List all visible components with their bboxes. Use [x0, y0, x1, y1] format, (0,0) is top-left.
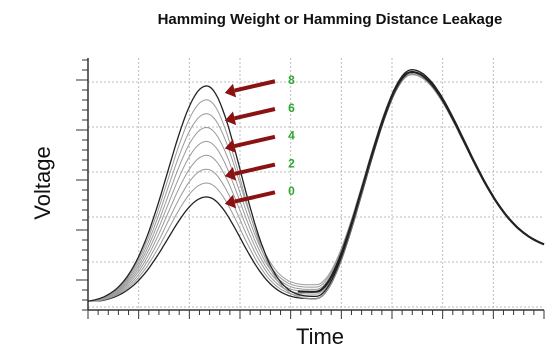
axes [87, 58, 544, 311]
trace-line [88, 69, 545, 302]
annotation-label: 6 [288, 101, 295, 115]
traces [87, 69, 545, 302]
annotation-arrow-head [224, 139, 237, 153]
annotation-arrow-head [224, 167, 237, 181]
trace-line [88, 71, 545, 302]
annotation-arrow-shaft [234, 190, 276, 204]
chart-title: Hamming Weight or Hamming Distance Leaka… [158, 11, 503, 28]
annotation-label: 0 [288, 184, 295, 198]
trace-line [88, 73, 545, 302]
annotation-arrow-head [224, 111, 237, 126]
annotation-arrow-shaft [234, 79, 276, 93]
annotation-label: 4 [288, 129, 295, 143]
annotation-arrow-shaft [234, 134, 276, 149]
main-trace-line [297, 70, 545, 293]
trace-line [88, 69, 545, 302]
annotation-label: 2 [288, 156, 295, 170]
annotation-arrow-shaft [234, 162, 276, 176]
annotation-arrow-shaft [234, 107, 276, 121]
trace-line [87, 69, 545, 302]
trace-line [88, 71, 545, 302]
annotations: 8 6 4 2 0 [224, 73, 295, 209]
trace-line [88, 71, 545, 302]
trace-line [88, 73, 545, 302]
x-axis-label: Time [296, 324, 344, 349]
annotation-label: 8 [288, 73, 295, 87]
trace-line [88, 73, 545, 302]
ticks [76, 59, 545, 319]
grid [88, 58, 544, 310]
annotation-arrow-head [224, 194, 237, 209]
annotation-arrow-head [224, 83, 237, 98]
y-axis-label: Voltage [30, 146, 55, 219]
